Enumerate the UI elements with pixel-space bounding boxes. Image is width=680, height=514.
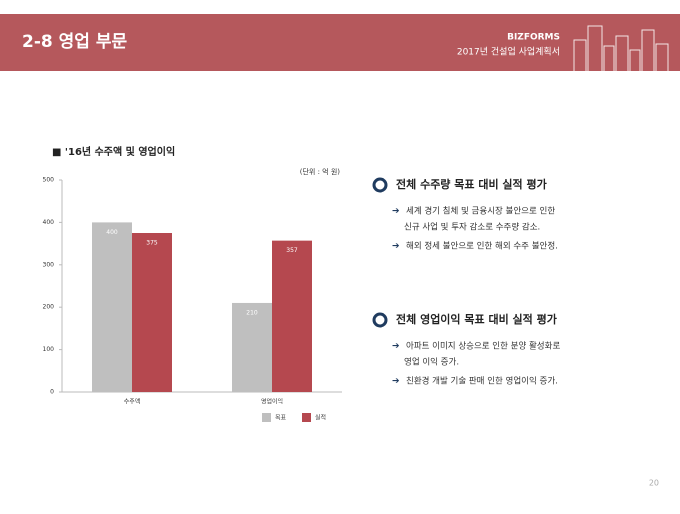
y-tick-label: 300	[43, 261, 55, 268]
section-heading: 전체 영업이익 목표 대비 실적 평가	[396, 312, 557, 326]
y-tick-label: 500	[43, 177, 55, 184]
brand: BIZFORMS	[507, 33, 560, 43]
bar-value-label: 400	[106, 229, 118, 236]
bullet-arrow: ➔	[392, 377, 400, 387]
y-tick-label: 0	[50, 389, 54, 396]
bar-value-label: 357	[286, 247, 298, 254]
bullet-text: 해외 정세 불안으로 인한 해외 수주 불안정.	[406, 241, 558, 252]
legend-swatch	[302, 413, 311, 422]
bullet-arrow: ➔	[392, 342, 400, 352]
chart-title: ■ '16년 수주액 및 영업이익	[52, 145, 175, 158]
page-number: 20	[649, 479, 659, 488]
bar	[232, 302, 272, 392]
bar-value-label: 375	[146, 240, 158, 247]
section-ring	[372, 312, 388, 328]
y-tick-label: 400	[43, 219, 55, 226]
bar	[272, 240, 312, 392]
buildings-icon	[573, 25, 669, 73]
x-tick-label: 수주액	[124, 399, 141, 406]
bullet-arrow: ➔	[392, 207, 400, 217]
bullet-arrow: ➔	[392, 242, 400, 252]
section-ring	[372, 177, 388, 193]
x-tick-label: 영업이익	[261, 398, 283, 406]
header-band	[0, 14, 680, 71]
y-tick-label: 100	[43, 346, 55, 353]
section-heading: 전체 수주량 목표 대비 실적 평가	[396, 177, 547, 191]
bullet-text: 영업 이익 증가.	[404, 357, 459, 368]
header-subtitle: 2017년 건설업 사업계획서	[457, 46, 560, 58]
bar	[132, 233, 172, 392]
bar	[92, 222, 132, 392]
legend-swatch	[262, 413, 271, 422]
bar-value-label: 210	[246, 309, 258, 316]
legend-label: 실적	[315, 414, 326, 422]
legend-label: 목표	[275, 415, 287, 422]
bullet-text: 아파트 이미지 상승으로 인한 분양 활성화로	[406, 341, 560, 352]
chart-unit: (단위 : 억 원)	[300, 167, 341, 176]
y-tick-label: 200	[43, 304, 55, 311]
bullet-text: 신규 사업 및 투자 감소로 수주량 감소.	[404, 222, 540, 233]
slide-title: 2-8 영업 부문	[22, 32, 127, 52]
bullet-text: 세계 경기 침체 및 금융시장 불안으로 인한	[406, 206, 555, 217]
bullet-text: 친환경 개발 기술 판매 인한 영업이익 증가.	[406, 376, 558, 387]
